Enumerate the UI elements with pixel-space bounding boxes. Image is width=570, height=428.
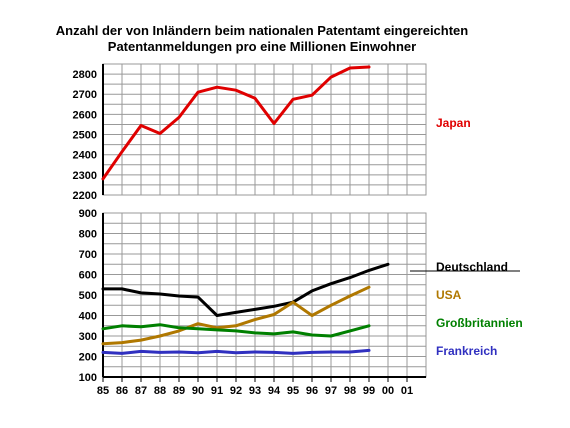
x-tick-label-92: 92 xyxy=(230,385,242,397)
y-tick-label-upper-2600: 2600 xyxy=(73,109,97,121)
x-tick-label-97: 97 xyxy=(325,385,337,397)
x-tick-label-89: 89 xyxy=(173,385,185,397)
x-tick-label-86: 86 xyxy=(116,385,128,397)
chart-title-line-1: Anzahl der von Inländern beim nationalen… xyxy=(56,23,469,38)
series-line-großbritannien xyxy=(101,323,371,338)
x-tick-label-99: 99 xyxy=(363,385,375,397)
series-line-usa xyxy=(101,285,371,346)
x-tick-label-93: 93 xyxy=(249,385,261,397)
y-tick-label-upper-2200: 2200 xyxy=(73,190,97,202)
axes: 2200 2300 2400 2500 2600 2700 2800 100 200 300 400… xyxy=(73,64,426,397)
chart-title-line-2: Patentanmeldungen pro eine Millionen Ein… xyxy=(108,39,416,54)
x-tick-label-94: 94 xyxy=(268,385,281,397)
legend-entry-usa: USA xyxy=(436,288,462,302)
series-line-deutschland xyxy=(101,262,390,317)
y-tick-label-upper-2800: 2800 xyxy=(73,69,97,81)
y-tick-label-lower-900: 900 xyxy=(79,208,97,220)
legend-entry-großbritannien: Großbritannien xyxy=(436,316,523,330)
series-lines xyxy=(101,65,390,355)
x-tick-label-01: 01 xyxy=(401,385,413,397)
series-line-japan xyxy=(101,65,371,181)
y-tick-label-lower-400: 400 xyxy=(79,311,97,323)
legend-entry-japan: Japan xyxy=(436,116,471,130)
x-tick-label-96: 96 xyxy=(306,385,318,397)
x-tick-label-88: 88 xyxy=(154,385,166,397)
y-tick-label-upper-2400: 2400 xyxy=(73,150,97,162)
x-tick-label-91: 91 xyxy=(211,385,223,397)
grid xyxy=(102,63,427,378)
y-tick-label-lower-500: 500 xyxy=(79,290,97,302)
x-tick-label-85: 85 xyxy=(97,385,109,397)
y-tick-label-lower-300: 300 xyxy=(79,331,97,343)
y-tick-label-lower-800: 800 xyxy=(79,229,97,241)
x-tick-label-95: 95 xyxy=(287,385,299,397)
y-tick-label-lower-700: 700 xyxy=(79,249,97,261)
y-tick-label-upper-2300: 2300 xyxy=(73,170,97,182)
x-tick-label-98: 98 xyxy=(344,385,356,397)
legend-entry-frankreich: Frankreich xyxy=(436,344,497,358)
x-tick-label-87: 87 xyxy=(135,385,147,397)
y-tick-label-lower-600: 600 xyxy=(79,270,97,282)
chart-title: Anzahl der von Inländern beim nationalen… xyxy=(56,23,469,54)
y-tick-label-lower-200: 200 xyxy=(79,352,97,364)
y-tick-label-upper-2500: 2500 xyxy=(73,130,97,142)
x-tick-label-00: 00 xyxy=(382,385,394,397)
y-tick-label-upper-2700: 2700 xyxy=(73,89,97,101)
x-tick-label-90: 90 xyxy=(192,385,204,397)
y-tick-label-lower-100: 100 xyxy=(79,372,97,384)
legend-entry-deutschland: Deutschland xyxy=(436,260,508,274)
legend: Japan Deutschland USA Großbritannien Frankre… xyxy=(410,116,523,358)
series-line-frankreich xyxy=(101,348,371,355)
